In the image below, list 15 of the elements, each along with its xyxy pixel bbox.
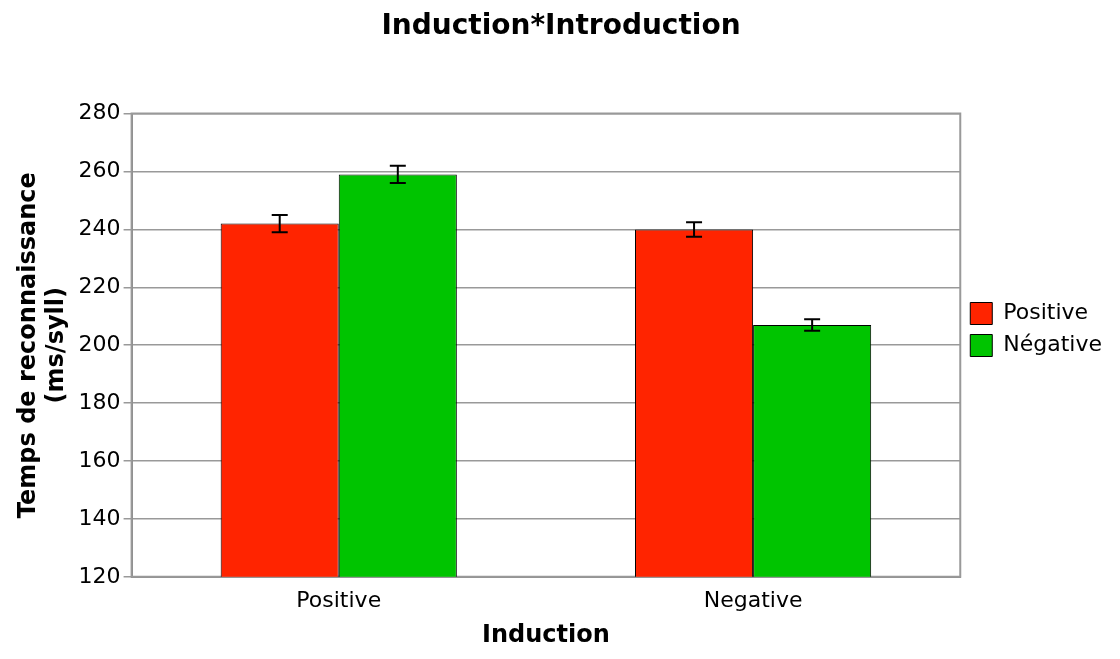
y-tick-label: 280	[78, 99, 121, 125]
legend-label: Négative	[1003, 331, 1102, 357]
x-tick-label: Negative	[703, 586, 803, 612]
chart-title: Induction*Introduction	[381, 8, 741, 42]
y-tick-label: 260	[78, 157, 121, 183]
x-axis-title: Induction	[482, 619, 610, 648]
y-tick-label: 240	[78, 215, 121, 241]
y-tick-label: 140	[78, 504, 121, 530]
y-tick-label: 180	[78, 388, 121, 414]
y-axis-title: Temps de reconnaissance (ms/syll)	[12, 172, 70, 519]
y-tick-label: 220	[78, 273, 121, 299]
y-tick-label: 160	[78, 446, 121, 472]
legend-label: Positive	[1003, 299, 1089, 325]
y-tick-label: 200	[78, 330, 121, 356]
y-tick-label: 120	[78, 562, 121, 588]
